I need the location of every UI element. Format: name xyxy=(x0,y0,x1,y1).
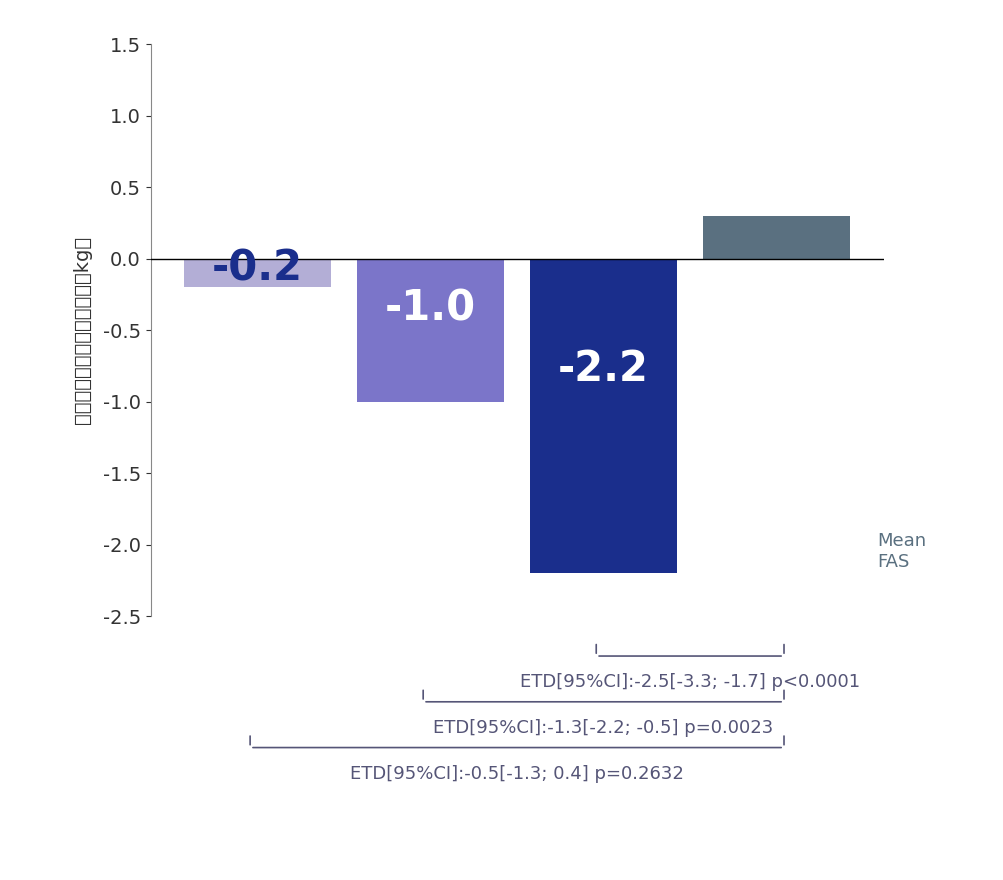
Text: -2.2: -2.2 xyxy=(558,348,648,390)
Text: 0.3: 0.3 xyxy=(739,216,812,258)
Bar xyxy=(702,216,850,259)
Bar xyxy=(184,259,331,287)
Text: -0.2: -0.2 xyxy=(212,247,303,290)
Bar xyxy=(530,259,676,573)
Text: -1.0: -1.0 xyxy=(384,288,475,329)
Y-axis label: ベースラインからの変化量（kg）: ベースラインからの変化量（kg） xyxy=(72,236,91,424)
Text: ETD[95%CI]:-2.5[-3.3; -1.7] p<0.0001: ETD[95%CI]:-2.5[-3.3; -1.7] p<0.0001 xyxy=(520,673,860,691)
Text: Mean
FAS: Mean FAS xyxy=(877,532,925,571)
Text: ETD[95%CI]:-1.3[-2.2; -0.5] p=0.0023: ETD[95%CI]:-1.3[-2.2; -0.5] p=0.0023 xyxy=(433,719,773,737)
Text: ETD[95%CI]:-0.5[-1.3; 0.4] p=0.2632: ETD[95%CI]:-0.5[-1.3; 0.4] p=0.2632 xyxy=(350,765,683,782)
Bar xyxy=(357,259,504,401)
